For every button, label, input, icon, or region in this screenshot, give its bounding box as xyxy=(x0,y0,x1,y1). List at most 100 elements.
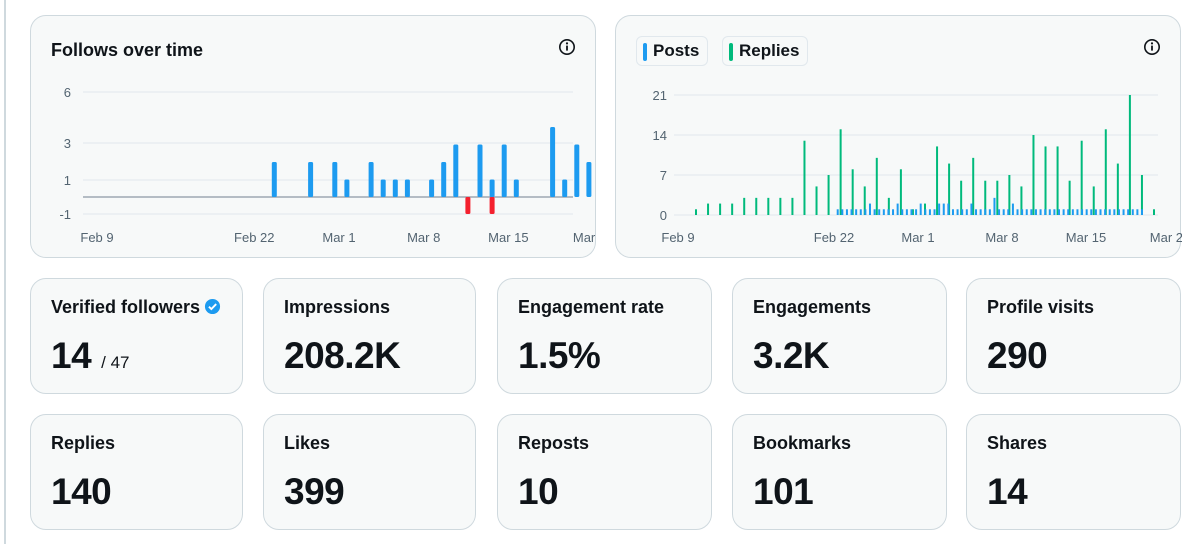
replies-bar xyxy=(1128,95,1131,215)
stat-value: 1.5% xyxy=(518,335,601,376)
posts-bar xyxy=(1141,209,1143,215)
posts-bar xyxy=(942,203,945,215)
x-tick-label: Mar 8 xyxy=(407,230,440,245)
stat-card-replies[interactable]: Replies 140 xyxy=(30,414,243,530)
posts-bar xyxy=(1039,209,1042,215)
replies-bar xyxy=(1044,146,1047,215)
posts-bar xyxy=(859,209,862,215)
info-icon[interactable] xyxy=(1143,38,1161,56)
posts-bar xyxy=(1071,209,1074,215)
stat-card-engagements[interactable]: Engagements 3.2K xyxy=(732,278,947,394)
replies-bar xyxy=(719,203,722,215)
stat-card-profile-visits[interactable]: Profile visits 290 xyxy=(966,278,1181,394)
follow-bar xyxy=(453,144,459,197)
stat-label: Replies xyxy=(51,433,116,453)
follow-bar xyxy=(477,144,483,197)
posts-bar xyxy=(988,209,991,215)
replies-bar xyxy=(1068,180,1071,215)
posts-bar xyxy=(864,209,867,215)
replies-bar xyxy=(863,186,866,215)
follow-bar xyxy=(344,179,350,197)
posts-bar xyxy=(1099,209,1102,215)
posts-bar xyxy=(901,209,904,215)
posts-bar xyxy=(855,209,858,215)
follow-bar xyxy=(332,162,338,197)
replies-bar xyxy=(924,203,926,215)
stat-value: 290 xyxy=(987,335,1048,376)
posts-bar xyxy=(1044,209,1047,215)
y-tick-label: 0 xyxy=(660,208,667,223)
stat-card-engagement-rate[interactable]: Engagement rate 1.5% xyxy=(497,278,712,394)
legend-posts[interactable]: Posts xyxy=(636,36,709,66)
x-tick-label: Mar 8 xyxy=(985,230,1018,245)
posts-bar xyxy=(1113,209,1116,215)
posts-bar xyxy=(975,209,978,215)
follows-chart-title: Follows over time xyxy=(51,40,204,60)
posts-bar xyxy=(1122,209,1125,215)
replies-bar xyxy=(1008,175,1011,215)
stat-label-text: Verified followers xyxy=(51,297,201,317)
verified-badge-icon xyxy=(204,298,221,315)
y-tick-label: 1 xyxy=(64,173,71,188)
posts-bar xyxy=(998,209,1001,215)
stat-label: Engagement rate xyxy=(518,297,665,317)
posts-bar xyxy=(1094,209,1097,215)
stat-card-shares[interactable]: Shares 14 xyxy=(966,414,1181,530)
posts-bar xyxy=(1030,209,1033,215)
stat-card-bookmarks[interactable]: Bookmarks 101 xyxy=(732,414,947,530)
x-tick-label: Feb 9 xyxy=(80,230,113,245)
stat-value: 10 xyxy=(518,471,559,512)
posts-bar xyxy=(1034,209,1037,215)
posts-bar xyxy=(1007,209,1010,215)
x-tick-label: Mar 22 xyxy=(573,230,597,245)
posts-bar xyxy=(1058,209,1061,215)
posts-bar xyxy=(850,209,853,215)
x-tick-label: Feb 9 xyxy=(661,230,694,245)
stat-card-reposts[interactable]: Reposts 10 xyxy=(497,414,712,530)
stat-card-verified-followers[interactable]: Verified followers 14 / 47 xyxy=(30,278,243,394)
replies-bar xyxy=(996,180,999,215)
follow-bar xyxy=(404,179,410,197)
stat-label: Bookmarks xyxy=(753,433,852,453)
replies-bar xyxy=(839,129,842,215)
y-tick-label: 21 xyxy=(653,88,667,103)
posts-bar xyxy=(1081,209,1084,215)
stat-label: Likes xyxy=(284,433,331,453)
replies-bar xyxy=(1032,135,1035,215)
posts-bar xyxy=(970,203,973,215)
replies-bar xyxy=(899,169,902,215)
posts-bar xyxy=(933,209,936,215)
x-tick-label: Mar 22 xyxy=(1150,230,1182,245)
posts-bar xyxy=(910,209,913,215)
legend-posts-label: Posts xyxy=(653,41,700,60)
replies-bar xyxy=(1153,209,1155,215)
replies-bar xyxy=(1140,175,1143,215)
posts-bar xyxy=(961,209,964,215)
posts-bar xyxy=(878,209,881,215)
stat-value: 14 / 47 xyxy=(51,335,130,377)
stat-value: 101 xyxy=(753,471,814,512)
posts-bar xyxy=(993,197,996,215)
stat-value: 140 xyxy=(51,471,112,512)
replies-bar xyxy=(767,197,770,215)
posts-bar xyxy=(841,209,844,215)
legend-replies[interactable]: Replies xyxy=(722,36,809,66)
replies-bar xyxy=(1104,129,1107,215)
follow-bar xyxy=(550,127,556,197)
stat-value: 3.2K xyxy=(753,335,830,376)
stat-card-likes[interactable]: Likes 399 xyxy=(263,414,476,530)
unfollow-bar xyxy=(465,197,471,214)
follow-bar xyxy=(574,144,580,197)
posts-bar xyxy=(1062,209,1065,215)
follow-bar xyxy=(586,162,592,197)
info-icon[interactable] xyxy=(558,38,576,56)
posts-bar xyxy=(1127,209,1130,215)
stat-label: Engagements xyxy=(753,297,872,317)
stat-label: Impressions xyxy=(284,297,391,317)
stat-card-impressions[interactable]: Impressions 208.2K xyxy=(263,278,476,394)
replies-bar xyxy=(803,140,806,215)
replies-bar xyxy=(743,197,746,215)
replies-bar xyxy=(960,180,963,215)
replies-bar xyxy=(815,186,818,215)
x-tick-label: Feb 22 xyxy=(234,230,274,245)
